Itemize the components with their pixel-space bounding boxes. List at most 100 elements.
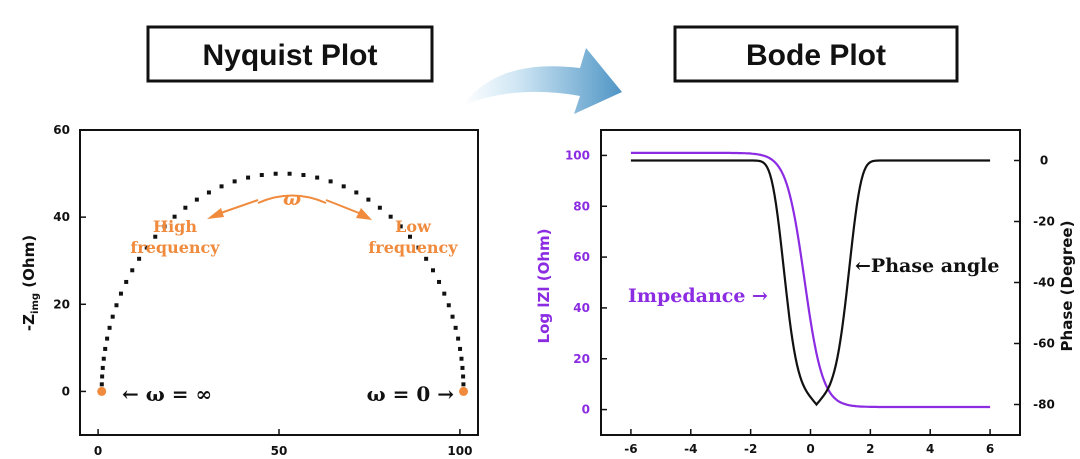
- omega-arc: [257, 194, 327, 204]
- bode-left-tick-label: 20: [573, 352, 590, 366]
- bode-x-tick-label: -2: [744, 442, 757, 456]
- nyquist-data-point: [219, 184, 224, 189]
- nyquist-data-point: [100, 374, 105, 379]
- nyquist-data-point: [416, 245, 421, 250]
- bode-right-tick-label: -40: [1033, 276, 1055, 290]
- nyquist-data-point: [232, 179, 237, 184]
- bode-left-tick-label: 80: [573, 199, 590, 213]
- nyquist-x-tick-label: 100: [447, 444, 472, 458]
- nyquist-y-axis-label: -Zimg (Ohm): [20, 235, 41, 331]
- nyquist-data-point: [459, 356, 464, 361]
- bode-title: Bode Plot: [746, 39, 886, 72]
- nyquist-data-point: [315, 175, 320, 180]
- bode-left-tick-label: 0: [582, 403, 590, 417]
- nyquist-data-point: [354, 190, 359, 195]
- nyquist-data-point: [442, 291, 447, 296]
- nyquist-data-point: [453, 325, 458, 330]
- nyquist-data-point: [407, 234, 412, 239]
- omega-arrow-right: [325, 199, 365, 216]
- impedance-curve: [630, 151, 991, 409]
- nyquist-endpoint-marker: [97, 386, 107, 396]
- omega-arrowhead-right-icon: [356, 208, 372, 220]
- nyquist-data-point: [100, 365, 105, 370]
- nyquist-data-point: [162, 224, 167, 229]
- bode-right-axis-label: Phase (Degree): [1058, 221, 1076, 352]
- nyquist-data-point: [273, 171, 278, 176]
- nyquist-data-point: [110, 314, 115, 319]
- nyquist-data-point: [105, 336, 110, 341]
- nyquist-data-point: [101, 356, 106, 361]
- bode-right-tick-label: -60: [1033, 337, 1055, 351]
- omega-arrowhead-left-icon: [207, 208, 224, 219]
- bode-x-tick-label: -6: [624, 442, 637, 456]
- high-frequency-label-line2: frequency: [130, 238, 220, 257]
- nyquist-data-point: [183, 205, 188, 210]
- bode-right-tick-label: 0: [1040, 154, 1048, 168]
- phase-angle-curve: [630, 159, 991, 407]
- curved-arrow-icon: [462, 48, 622, 114]
- nyquist-endpoint-marker: [459, 386, 469, 396]
- nyquist-data-point: [430, 268, 435, 273]
- nyquist-data-point: [172, 214, 177, 219]
- bode-left-tick-label: 100: [565, 148, 590, 162]
- impedance-annotation: Impedance →: [628, 285, 768, 307]
- nyquist-data-point: [366, 197, 371, 202]
- nyquist-y-tick-label: 20: [53, 297, 70, 311]
- nyquist-title-box: Nyquist Plot: [146, 25, 434, 83]
- nyquist-data-point: [458, 346, 463, 351]
- bode-x-tick-label: -4: [684, 442, 697, 456]
- bode-plot-frame: [600, 129, 1021, 436]
- nyquist-data-point: [107, 325, 112, 330]
- nyquist-data-point: [388, 214, 393, 219]
- nyquist-data-point: [461, 374, 466, 379]
- nyquist-title: Nyquist Plot: [202, 39, 377, 72]
- bode-x-tick-label: 4: [926, 442, 934, 456]
- bode-right-tick-label: -80: [1033, 398, 1055, 412]
- nyquist-y-tick-label: 0: [62, 384, 70, 398]
- bode-right-tick-label: -20: [1033, 215, 1055, 229]
- nyquist-data-point: [328, 179, 333, 184]
- nyquist-data-point: [259, 173, 264, 178]
- nyquist-data-point: [377, 205, 382, 210]
- nyquist-data-point: [137, 256, 142, 261]
- nyquist-data-point: [246, 175, 251, 180]
- low-frequency-label-line2: frequency: [368, 238, 458, 257]
- nyquist-data-point: [301, 173, 306, 178]
- nyquist-data-point: [398, 224, 403, 229]
- bode-x-tick-label: 0: [806, 442, 814, 456]
- nyquist-chart: 0 50 100 0 20 40 60 -Zimg (Ohm) ω High frequen…: [20, 123, 479, 458]
- nyquist-x-tick-label: 50: [271, 444, 288, 458]
- nyquist-data-point: [341, 184, 346, 189]
- high-frequency-label-line1: High: [153, 217, 197, 236]
- nyquist-data-point: [287, 171, 292, 176]
- nyquist-data-point: [437, 279, 442, 284]
- nyquist-data-point: [114, 303, 119, 308]
- low-frequency-label-line1: Low: [395, 217, 432, 236]
- bode-x-tick-label: 6: [986, 442, 994, 456]
- omega-zero-label: ω = 0 →: [367, 382, 455, 406]
- nyquist-data-point: [99, 382, 104, 387]
- nyquist-data-point: [194, 197, 199, 202]
- bode-left-tick-label: 60: [573, 250, 590, 264]
- nyquist-data-point: [460, 365, 465, 370]
- nyquist-y-tick-label: 60: [53, 123, 70, 137]
- nyquist-data-point: [424, 256, 429, 261]
- omega-label: ω: [283, 188, 301, 210]
- bode-x-tick-label: 2: [866, 442, 874, 456]
- nyquist-data-point: [456, 336, 461, 341]
- nyquist-data-point: [144, 245, 149, 250]
- bode-left-tick-label: 40: [573, 301, 590, 315]
- nyquist-data-point: [153, 234, 158, 239]
- nyquist-data-point: [130, 268, 135, 273]
- nyquist-data-point: [446, 303, 451, 308]
- nyquist-data-point: [124, 279, 129, 284]
- bode-left-axis-label: Log lZl (Ohm): [535, 229, 553, 344]
- nyquist-data-point: [103, 346, 108, 351]
- phase-angle-annotation: ←Phase angle: [855, 255, 999, 277]
- nyquist-data-point: [118, 291, 123, 296]
- omega-infinity-label: ← ω = ∞: [122, 382, 212, 406]
- nyquist-y-tick-label: 40: [53, 210, 70, 224]
- nyquist-x-tick-label: 0: [94, 444, 102, 458]
